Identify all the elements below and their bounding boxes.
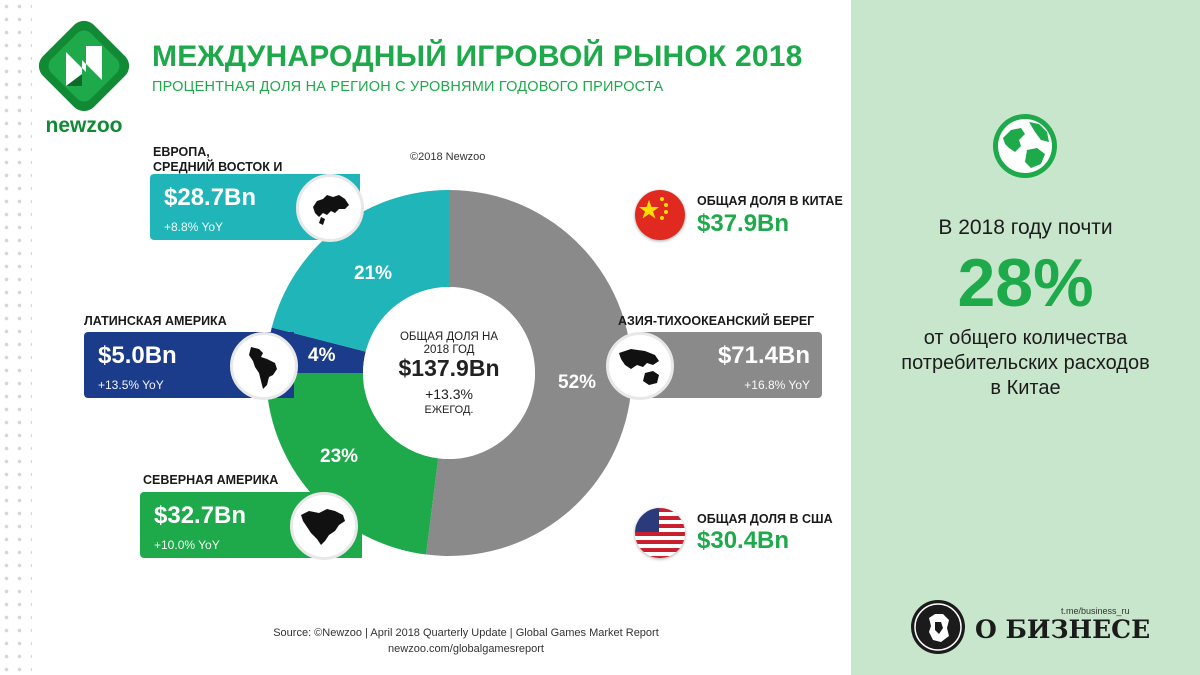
region-value-apac: $71.4Bn (717, 342, 810, 369)
copyright-note: ©2018 Newzoo (410, 151, 486, 163)
region-yoy-apac: +16.8% YoY (744, 378, 810, 392)
usa-value: $30.4Bn (697, 527, 790, 554)
center-total: $137.9Bn (398, 355, 500, 381)
region-yoy-europe: +8.8% YoY (164, 220, 224, 234)
dot-pattern (0, 0, 32, 675)
region-label-latam: ЛАТИНСКАЯ АМЕРИКА (84, 314, 227, 328)
side-panel: В 2018 году почти 28% от общего количест… (851, 0, 1200, 675)
china-value: $37.9Bn (697, 210, 790, 237)
brand-handle[interactable]: t.me/business_ru (1061, 606, 1130, 616)
region-label-europe: ЕВРОПА, СРЕДНИЙ ВОСТОК И (153, 145, 283, 174)
region-label-apac: АЗИЯ-ТИХООКЕАНСКИЙ БЕРЕГ (618, 314, 815, 328)
slice-europe (271, 190, 449, 352)
region-yoy-latam: +13.5% YoY (98, 378, 164, 392)
region-value-namerica: $32.7Bn (154, 502, 247, 529)
region-label-namerica: СЕВЕРНАЯ АМЕРИКА (143, 473, 279, 487)
region-value-europe: $28.7Bn (164, 184, 257, 211)
slice-label-europe: 21% (354, 263, 393, 284)
side-panel-intro: В 2018 году почти (938, 216, 1113, 239)
usa-flag-icon (635, 508, 685, 558)
namerica-map-icon (290, 492, 358, 560)
brand-name: О БИЗНЕСЕ (975, 615, 1151, 644)
center-label: ОБЩАЯ ДОЛЯ НА 2018 ГОД (399, 331, 499, 356)
newzoo-logo: newzoo (36, 18, 132, 146)
lion-logo-icon (911, 600, 965, 654)
center-growth-label: ЕЖЕГОД. (424, 404, 474, 416)
donut-slices (266, 190, 632, 556)
center-growth: +13.3% (425, 386, 473, 402)
apac-map-icon (606, 332, 674, 400)
china-label: ОБЩАЯ ДОЛЯ В КИТАЕ (697, 194, 843, 208)
source-note: Source: ©Newzoo | April 2018 Quarterly U… (273, 627, 659, 639)
source-url[interactable]: newzoo.com/globalgamesreport (388, 643, 544, 655)
slice-label-apac: 52% (558, 372, 597, 393)
newzoo-logo-mark (38, 20, 130, 112)
page-subtitle: ПРОЦЕНТНАЯ ДОЛЯ НА РЕГИОН С УРОВНЯМИ ГОД… (152, 79, 664, 95)
region-value-latam: $5.0Bn (98, 342, 177, 369)
slice-apac (426, 190, 632, 556)
logo-wordmark: newzoo (45, 114, 123, 137)
usa-label: ОБЩАЯ ДОЛЯ В США (697, 512, 833, 526)
side-panel-description: от общего количества потребительских рас… (901, 327, 1150, 399)
slice-label-namerica: 23% (320, 446, 359, 467)
page-title: МЕЖДУНАРОДНЫЙ ИГРОВОЙ РЫНОК 2018 (152, 40, 803, 73)
europe-map-icon (296, 174, 364, 242)
latam-map-icon (230, 332, 298, 400)
region-yoy-namerica: +10.0% YoY (154, 538, 220, 552)
slice-namerica (266, 373, 439, 555)
globe-icon (991, 112, 1059, 180)
china-flag-icon (635, 190, 685, 240)
donut-hole (363, 287, 535, 459)
slice-label-latam: 4% (308, 345, 336, 366)
side-panel-percentage: 28% (957, 245, 1094, 321)
